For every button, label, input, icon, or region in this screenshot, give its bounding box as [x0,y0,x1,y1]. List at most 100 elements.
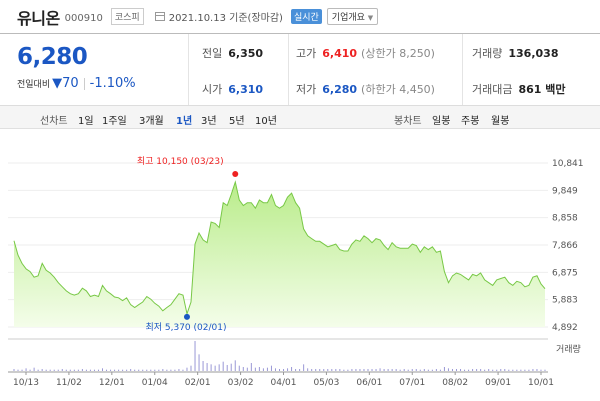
volume-bar [331,369,333,371]
volume-bar [45,369,47,371]
volume-bar [206,363,208,371]
change-rate: -1.10% [89,76,136,91]
volume-bar [97,369,99,371]
volume-bar [122,369,124,371]
volume-bar [178,369,180,371]
period-5y[interactable]: 5년 [229,116,245,127]
volume-bar [93,369,95,371]
x-tick-label: 03/02 [228,378,254,388]
volume-bar [367,369,369,371]
divider [188,34,189,105]
prev-close: 전일 6,350 [202,45,263,61]
volume-bar [202,361,204,371]
volume-bar [25,368,27,371]
volume-bar [194,341,196,371]
candle-daily[interactable]: 일봉 [432,116,451,127]
open-label: 시가 [202,83,223,96]
x-tick-label: 10/13 [13,378,39,388]
period-3y[interactable]: 3년 [201,116,217,127]
volume-bar [335,369,337,371]
volume-bar [210,364,212,371]
volume-bar [57,369,59,371]
volume-bar [85,369,87,371]
candle-weekly[interactable]: 주봉 [461,116,480,127]
price-chart[interactable]: 10,841 9,849 8,858 7,866 6,875 5,883 4,892 최고 … [0,130,600,401]
low-value: 6,280 [322,83,358,96]
y-tick-label: 8,858 [552,214,578,224]
volume-bar [347,369,349,371]
volume-bar [61,369,63,371]
volume-bar [234,360,236,371]
x-tick-label: 07/01 [399,378,425,388]
high-price: 고가 6,410 (상한가 8,250) [296,45,435,61]
volume-bar [464,369,466,371]
volume-bar [170,369,172,371]
volume-bar [246,367,248,371]
x-tick-label: 12/01 [99,378,125,388]
volume-bar [339,369,341,371]
min-point [183,313,190,320]
volume-bar [287,368,289,371]
volume-bar [118,369,120,371]
x-tick-label: 11/02 [56,378,82,388]
current-price: 6,280 [17,44,88,70]
overview-label: 기업개요 [331,13,365,23]
volume-bar [508,369,510,371]
volume-bar [291,367,293,371]
volume-bar [524,369,526,371]
volume-bar [238,365,240,371]
price-area [14,182,545,327]
volume-bar [468,369,470,371]
candle-monthly[interactable]: 월봉 [491,116,510,127]
company-overview-button[interactable]: 기업개요 ▼ [326,8,379,25]
realtime-button[interactable]: 실시간 [290,9,322,24]
volume-bar [49,369,51,371]
volume-bar [89,369,91,371]
volume-bar [106,369,108,371]
base-date: 2021.10.13 기준(장마감) [168,13,283,24]
divider [288,34,289,105]
volume-bar [532,369,534,371]
volume-bar [375,369,377,371]
period-1d[interactable]: 1일 [78,116,94,127]
max-label: 최고 10,150 (03/23) [137,156,224,167]
y-tick-label: 9,849 [552,186,578,196]
volume-bar [544,369,546,371]
volume-bar [351,369,353,371]
volume-bar [427,369,429,371]
volume-bar [484,369,486,371]
volume-bar [480,369,482,371]
volume-bar [222,361,224,371]
volume-bar [114,369,116,371]
period-1y[interactable]: 1년 [176,116,193,127]
low-label: 저가 [296,83,317,96]
amount-label: 거래대금 [472,83,513,96]
volume-bar [315,369,317,371]
period-10y[interactable]: 10년 [255,116,277,127]
x-tick-label: 02/01 [185,378,211,388]
y-tick-label: 10,841 [552,159,584,169]
volume-bar [359,369,361,371]
volume-bar [343,369,345,371]
price-line [13,180,546,316]
volume-bar [363,369,365,371]
volume-bar [41,369,43,371]
period-1w[interactable]: 1주일 [102,116,127,127]
amount-value: 861 백만 [518,83,566,96]
period-3m[interactable]: 3개월 [139,116,164,127]
lower-limit: (하한가 4,450) [361,83,435,96]
volume-bar [295,369,297,371]
open-value: 6,310 [228,83,264,96]
volume-bar [492,369,494,371]
volume-bar [528,369,530,371]
volume-bar [29,369,31,371]
volume-legend: 거래량 [556,343,581,355]
volume-bar [21,369,23,371]
stock-header: 유니온 000910 코스피 2021.10.13 기준(장마감) 실시간 기업… [0,0,600,33]
y-tick-label: 4,892 [552,323,578,333]
volume-bar [266,367,268,371]
volume-bar [110,369,112,371]
y-tick-label: 6,875 [552,268,578,278]
volume-bar [262,368,264,371]
volume-bar [323,369,325,371]
